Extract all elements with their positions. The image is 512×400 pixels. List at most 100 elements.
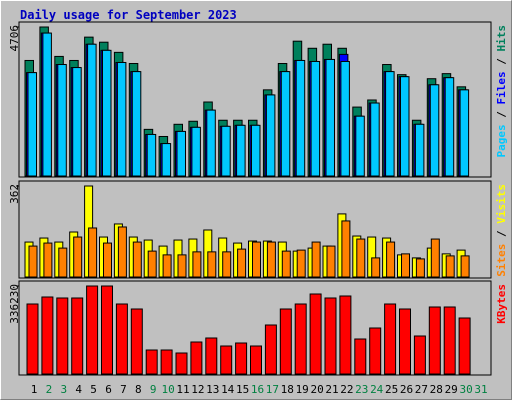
bar xyxy=(341,220,351,278)
bar xyxy=(160,349,173,375)
bar xyxy=(162,254,172,278)
bar xyxy=(415,258,425,278)
x-tick-label: 29 xyxy=(445,383,458,396)
bar xyxy=(326,245,336,278)
bar xyxy=(206,109,216,177)
bar xyxy=(237,248,247,278)
bar xyxy=(340,60,350,177)
x-tick-label: 1 xyxy=(31,383,38,396)
x-tick-label: 15 xyxy=(236,383,249,396)
x-tick-label: 30 xyxy=(459,383,472,396)
bar xyxy=(355,115,365,177)
x-tick-label: 7 xyxy=(120,383,127,396)
bar xyxy=(117,226,127,278)
legend-entry: Sites xyxy=(495,244,508,277)
bar xyxy=(145,349,158,375)
bar xyxy=(311,241,321,278)
x-tick-label: 9 xyxy=(150,383,157,396)
bar xyxy=(132,241,142,278)
x-tick-label: 2 xyxy=(46,383,53,396)
bar xyxy=(71,297,84,375)
x-tick-label: 24 xyxy=(370,383,384,396)
x-tick-label: 4 xyxy=(75,383,82,396)
bar xyxy=(147,250,157,278)
bar xyxy=(43,242,53,278)
bar xyxy=(265,94,276,177)
x-tick-label: 28 xyxy=(430,383,443,396)
x-tick-label: 12 xyxy=(191,383,204,396)
bar xyxy=(56,297,69,375)
bar xyxy=(356,238,366,278)
bar xyxy=(87,43,97,177)
bar xyxy=(309,293,322,375)
bar xyxy=(310,60,321,177)
legend-entry: Pages xyxy=(495,124,508,157)
bar xyxy=(460,255,470,278)
x-tick-label: 10 xyxy=(161,383,174,396)
bar xyxy=(86,285,99,375)
legend-entry: KBytes xyxy=(495,284,508,324)
bar xyxy=(445,255,455,278)
legend: KBytes xyxy=(495,284,508,324)
bar xyxy=(279,308,292,375)
legend-entry: Hits xyxy=(495,25,508,52)
x-tick-label: 26 xyxy=(400,383,413,396)
x-tick-label: 8 xyxy=(135,383,142,396)
bar xyxy=(235,342,248,375)
bar xyxy=(131,71,142,177)
bar xyxy=(295,59,306,177)
bar xyxy=(220,345,233,375)
bar xyxy=(384,303,397,375)
legend: Pages / Files / Hits xyxy=(495,25,508,158)
bar xyxy=(369,327,382,375)
legend-entry: Files xyxy=(495,71,508,104)
bar xyxy=(116,61,127,177)
bar xyxy=(41,296,54,375)
bar xyxy=(250,345,262,375)
x-tick-label: 5 xyxy=(90,383,97,396)
bar xyxy=(370,102,380,177)
bar xyxy=(296,249,306,278)
bar xyxy=(266,241,276,278)
legend-separator: / xyxy=(495,105,508,125)
y-tick-label: 362 xyxy=(8,184,21,204)
bar xyxy=(264,324,277,375)
x-tick-label: 13 xyxy=(206,383,219,396)
x-tick-label: 31 xyxy=(474,383,487,396)
bar xyxy=(401,253,410,278)
bar xyxy=(190,341,203,375)
x-tick-label: 25 xyxy=(385,383,398,396)
bar xyxy=(102,49,112,177)
bar xyxy=(354,338,367,375)
bar xyxy=(428,306,441,375)
bar xyxy=(73,236,83,278)
bar xyxy=(101,285,113,375)
bar xyxy=(324,297,337,375)
bar xyxy=(443,306,456,375)
x-tick-label: 16 xyxy=(251,383,264,396)
bar xyxy=(414,123,425,177)
bar xyxy=(176,130,186,177)
x-tick-label: 17 xyxy=(266,383,279,396)
x-tick-label: 18 xyxy=(281,383,294,396)
bar xyxy=(294,303,307,375)
bar xyxy=(280,71,291,177)
bar xyxy=(371,257,381,278)
bar xyxy=(429,84,440,177)
x-tick-label: 20 xyxy=(310,383,323,396)
bar xyxy=(42,32,52,177)
bar xyxy=(400,76,410,177)
bar xyxy=(459,89,470,177)
bar xyxy=(325,58,335,177)
bar xyxy=(430,238,440,278)
bar xyxy=(103,242,112,278)
x-tick-label: 6 xyxy=(105,383,112,396)
bar xyxy=(57,64,67,177)
legend-separator: / xyxy=(495,52,508,72)
x-tick-label: 19 xyxy=(296,383,309,396)
bar xyxy=(222,251,232,278)
legend-entry: Visits xyxy=(495,184,508,224)
x-tick-label: 27 xyxy=(415,383,428,396)
bar xyxy=(28,245,38,278)
bar xyxy=(221,125,231,177)
